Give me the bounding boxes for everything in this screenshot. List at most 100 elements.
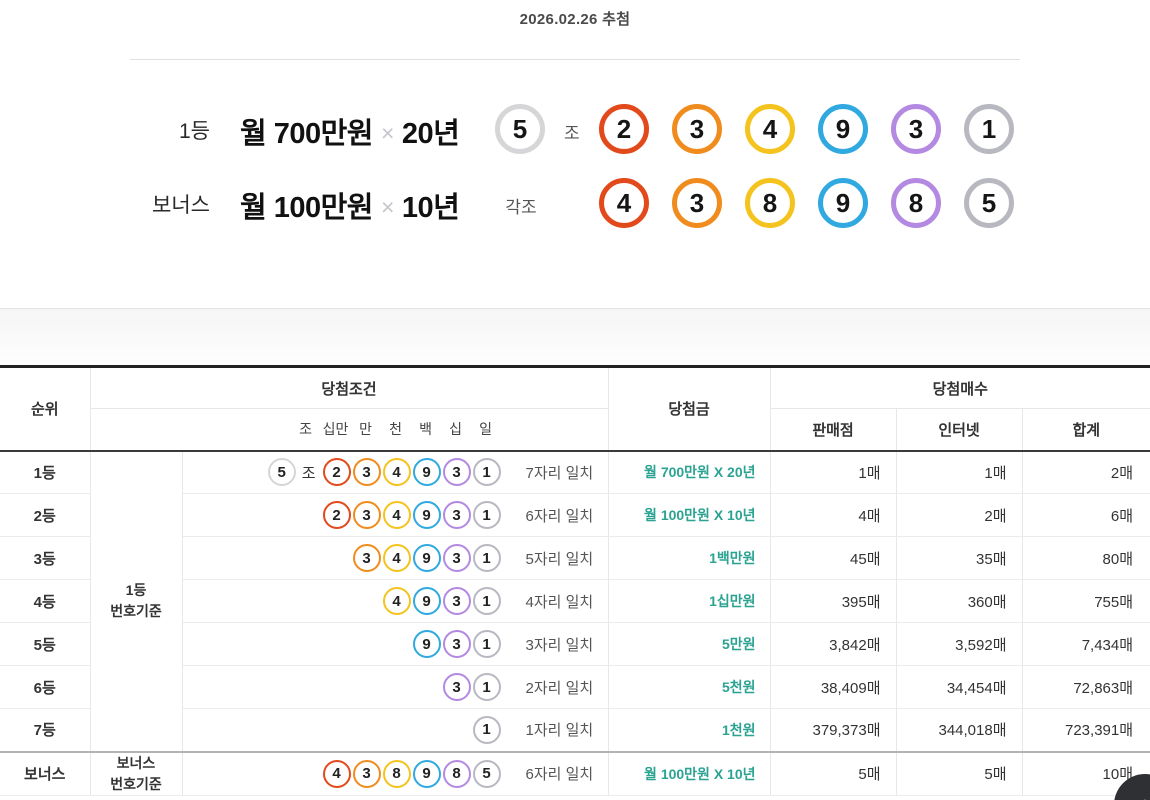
- first-prize-period: 20년: [401, 118, 460, 150]
- digit-ball: 1: [472, 587, 501, 615]
- basis-line1: 보너스: [116, 754, 156, 771]
- store-count: 5매: [770, 750, 897, 796]
- store-count: 38,409매: [770, 665, 897, 709]
- total-count: 755매: [1022, 579, 1150, 623]
- digit-places-row: 조 십만 만 천 백 십 일: [91, 419, 608, 439]
- digit-ball: 1: [472, 673, 501, 701]
- col-header-win-count: 당첨매수: [770, 366, 1150, 409]
- place-label-1: 일: [479, 421, 492, 438]
- multiply-icon: ×: [380, 194, 394, 220]
- bonus-group-label: 각조: [505, 198, 537, 217]
- col-header-internet: 인터넷: [896, 408, 1023, 452]
- first-rank-label: 1등: [179, 120, 210, 143]
- internet-count: 360매: [896, 579, 1023, 623]
- internet-count: 3,592매: [896, 622, 1023, 666]
- digit-ball: 5: [472, 759, 501, 788]
- rank-label: 7등: [0, 708, 91, 752]
- bonus-digit-ball-5: 8: [891, 178, 941, 228]
- digit-ball: 1: [472, 501, 501, 529]
- bonus-digit-ball-2: 3: [672, 178, 722, 228]
- match-label: 1자리 일치: [525, 722, 594, 740]
- table-row-rank2: 2등 2 3 4 9 3 1 6자리 일치 월 100만원 X 10년 4매 2…: [0, 493, 1150, 537]
- digit-ball: 4: [382, 458, 411, 487]
- digit-ball: 1: [472, 458, 501, 487]
- group-number-ball: 5: [267, 458, 296, 487]
- condition-cell: 9 3 1 3자리 일치: [182, 622, 609, 666]
- table-row-rank5: 5등 9 3 1 3자리 일치 5만원 3,842매 3,592매 7,434매: [0, 622, 1150, 666]
- bonus-digit-ball-1: 4: [599, 178, 649, 228]
- table-row-rank7: 7등 1 1자리 일치 1천원 379,373매 344,018매 723,39…: [0, 708, 1150, 752]
- digit-ball: 4: [382, 544, 411, 572]
- prize-value: 1십만원: [608, 579, 771, 623]
- digit-ball: 9: [412, 544, 441, 572]
- prize-value: 월 700만원 X 20년: [608, 450, 771, 494]
- digit-ball: 3: [352, 501, 381, 529]
- rank-label: 4등: [0, 579, 91, 623]
- store-count: 395매: [770, 579, 897, 623]
- total-count: 2매: [1022, 450, 1150, 494]
- condition-cell: 4 9 3 1 4자리 일치: [182, 579, 609, 623]
- digit-ball: 2: [322, 458, 351, 487]
- digit-ball: 1: [472, 544, 501, 572]
- basis-first-cell: 1등 번호기준: [90, 450, 183, 752]
- internet-count: 35매: [896, 536, 1023, 580]
- basis-line2: 번호기준: [110, 603, 162, 619]
- first-digit-ball-5: 3: [891, 104, 941, 154]
- total-count: 723,391매: [1022, 708, 1150, 752]
- store-count: 379,373매: [770, 708, 897, 752]
- digit-ball: 2: [322, 501, 351, 529]
- digit-ball: 3: [442, 587, 471, 615]
- section-separator-band: [0, 308, 1150, 365]
- first-digit-ball-2: 3: [672, 104, 722, 154]
- digit-ball: 1: [472, 715, 501, 744]
- group-label: 조: [301, 464, 316, 482]
- internet-count: 344,018매: [896, 708, 1023, 752]
- digit-ball: 9: [412, 759, 441, 788]
- prize-value: 5천원: [608, 665, 771, 709]
- condition-cell: 5 조 2 3 4 9 3 1 7자리 일치: [182, 450, 609, 494]
- bonus-prize-amount: 월 100만원: [240, 192, 373, 224]
- header-divider: [130, 59, 1020, 60]
- store-count: 45매: [770, 536, 897, 580]
- digit-ball: 3: [352, 458, 381, 487]
- digit-ball: 3: [352, 544, 381, 572]
- first-digit-ball-1: 2: [599, 104, 649, 154]
- first-digit-ball-4: 9: [818, 104, 868, 154]
- table-row-bonus: 보너스 보너스 번호기준 4 3 8 9 8 5 6자리 일치 월 100만원 …: [0, 750, 1150, 796]
- chevron-up-icon: ↑: [1140, 792, 1150, 800]
- digit-ball: 9: [412, 458, 441, 487]
- digit-ball: 3: [442, 501, 471, 529]
- rank-label: 보너스: [0, 750, 91, 796]
- digit-ball: 8: [382, 759, 411, 788]
- bonus-digit-ball-4: 9: [818, 178, 868, 228]
- rank-label: 1등: [0, 450, 91, 494]
- col-header-digit-places: 조 십만 만 천 백 십 일: [90, 408, 609, 452]
- bonus-prize-text: 월 100만원 × 10년: [240, 184, 460, 226]
- col-header-condition: 당첨조건: [90, 366, 609, 409]
- match-label: 7자리 일치: [525, 464, 594, 482]
- rank-label: 6등: [0, 665, 91, 709]
- place-label-1k: 천: [389, 421, 402, 438]
- digit-ball: 9: [412, 587, 441, 615]
- condition-cell: 2 3 4 9 3 1 6자리 일치: [182, 493, 609, 537]
- bonus-rank-label: 보너스: [152, 194, 210, 217]
- place-label-10: 십: [449, 421, 462, 438]
- first-digit-ball-3: 4: [745, 104, 795, 154]
- draw-date: 2026.02.26 추첨: [519, 11, 631, 28]
- multiply-icon: ×: [380, 120, 394, 146]
- rank-label: 3등: [0, 536, 91, 580]
- condition-cell: 1 1자리 일치: [182, 708, 609, 752]
- first-prize-amount: 월 700만원: [240, 118, 373, 150]
- bonus-digit-ball-3: 8: [745, 178, 795, 228]
- place-label-100k: 십만: [322, 421, 349, 438]
- digit-ball: 9: [412, 501, 441, 529]
- prize-value: 1천원: [608, 708, 771, 752]
- table-row-rank4: 4등 4 9 3 1 4자리 일치 1십만원 395매 360매 755매: [0, 579, 1150, 623]
- prize-value: 월 100만원 X 10년: [608, 750, 771, 796]
- internet-count: 2매: [896, 493, 1023, 537]
- draw-result-header: 2026.02.26 추첨 1등 월 700만원 × 20년 5 조 2 3 4 9…: [0, 0, 1150, 365]
- digit-ball: 3: [442, 673, 471, 701]
- bonus-prize-period: 10년: [401, 192, 460, 224]
- prize-value: 5만원: [608, 622, 771, 666]
- first-digit-ball-6: 1: [964, 104, 1014, 154]
